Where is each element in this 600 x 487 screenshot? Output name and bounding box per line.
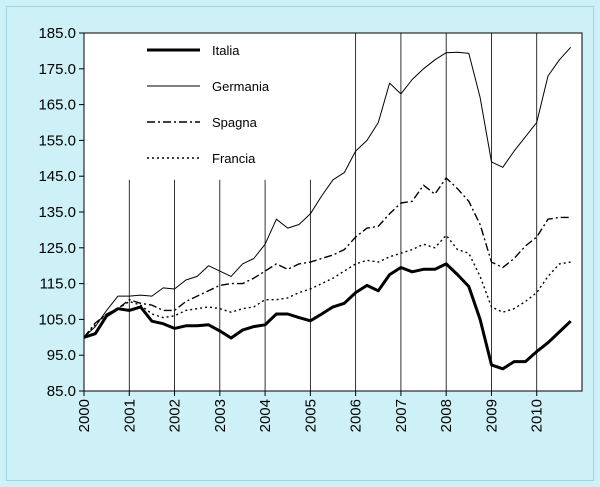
x-tick-label: 2002 [167,399,184,432]
series-line-spagna [83,177,571,338]
y-tick-label: 85.0 [47,383,76,400]
y-tick-label: 185.0 [38,25,76,42]
y-tick-label: 135.0 [38,204,76,221]
x-tick-label: 2010 [529,399,546,432]
y-tick-label: 145.0 [38,168,76,185]
x-tick-label: 2007 [393,399,410,432]
x-axis: 2000 2001 2002 2003 2004 2005 2006 2007 2008 2009… [76,391,546,432]
x-tick-label: 2009 [483,399,500,432]
y-tick-label: 175.0 [38,61,76,78]
legend-label-francia: Francia [212,151,256,166]
y-tick-label: 155.0 [38,132,76,149]
y-tick-label: 125.0 [38,240,76,257]
series-lines [83,46,572,371]
legend-label-italia: Italia [212,43,240,58]
y-tick-label: 115.0 [40,276,76,293]
x-tick-label: 2008 [438,399,455,432]
series-line-francia [83,234,571,338]
y-tick-label: 105.0 [38,311,76,328]
legend: Italia Germania Spagna Francia [147,43,270,166]
x-tick-label: 2000 [76,399,93,432]
x-tick-label: 2001 [121,399,138,432]
y-axis: 85.0 95.0 105.0 115.0 125.0 135.0 145.0 155.0 16… [38,25,84,400]
legend-label-spagna: Spagna [212,115,258,130]
x-tick-label: 2006 [348,399,365,432]
y-tick-label: 165.0 [38,97,76,114]
series-line-italia [83,262,572,371]
grid-lines [128,33,538,391]
x-tick-label: 2003 [212,399,229,432]
legend-label-germania: Germania [212,79,270,94]
series-line-germania [83,46,572,338]
y-tick-label: 95.0 [47,347,76,364]
x-tick-label: 2005 [302,399,319,432]
x-tick-label: 2004 [257,399,274,432]
plot-area [83,32,583,392]
